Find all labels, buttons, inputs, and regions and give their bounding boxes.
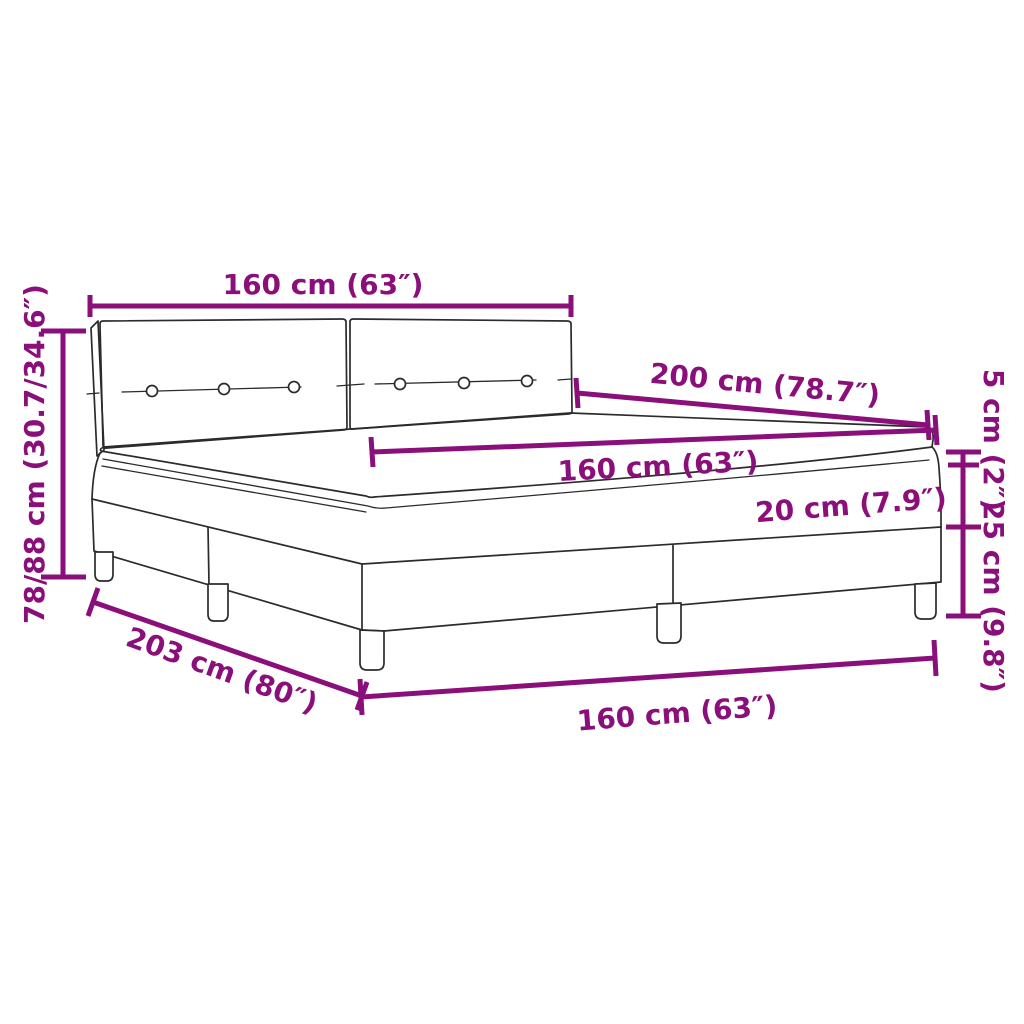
dim-base-height-label: 25 cm (9.8″): [977, 501, 1010, 693]
dim-total-height-label: 78/88 cm (30.7/34.6″): [18, 284, 51, 624]
dim-bed-length: 200 cm (78.7″): [573, 357, 932, 441]
headboard-button: [520, 374, 534, 388]
dim-right-heights: 5 cm (2″) 25 cm (9.8″): [946, 369, 1010, 693]
dim-total-height: 78/88 cm (30.7/34.6″): [18, 284, 86, 624]
headboard-button: [145, 384, 159, 398]
headboard-left-edge: [90, 320, 105, 457]
base-divider-side: [207, 526, 210, 585]
dim-mattress-width-line: [368, 414, 940, 468]
headboard-right-panel: [349, 318, 573, 431]
bed-leg: [656, 602, 682, 644]
headboard-button: [217, 382, 231, 396]
dimension-annotations: 160 cm (63″) 78/88 cm (30.7/34.6″) 200 c…: [18, 268, 1010, 738]
mattress-piping-line-2: [101, 465, 367, 513]
dim-mattress-width: 160 cm (63″): [368, 414, 940, 488]
mattress-top-surface: [99, 412, 934, 499]
mattress-right-edge: [931, 446, 942, 528]
dim-frame-width-line: [357, 639, 939, 716]
bed-drawing: [86, 318, 942, 671]
headboard-button: [393, 377, 407, 391]
headboard: [86, 318, 573, 457]
dim-headboard-width-line: [87, 295, 574, 317]
dim-headboard-width-label: 160 cm (63″): [223, 268, 424, 301]
headboard-button: [457, 376, 471, 390]
bed-leg: [914, 582, 937, 620]
bed-leg: [359, 629, 385, 671]
headboard-buttons: [145, 374, 534, 398]
bed-legs: [94, 551, 937, 671]
headboard-stitch-lines: [86, 378, 572, 395]
dim-bed-length-line: [573, 377, 932, 441]
dim-topper-height-label: 5 cm (2″): [977, 369, 1010, 511]
headboard-left-panel: [99, 318, 348, 450]
dim-mattress-height-label: 20 cm (7.9″): [754, 481, 948, 529]
headboard-button: [287, 380, 301, 394]
dim-frame-width-label: 160 cm (63″): [576, 689, 779, 738]
dim-total-height-line: [41, 328, 86, 580]
mattress: [91, 412, 942, 528]
bed-leg: [94, 551, 114, 582]
dim-headboard-width: 160 cm (63″): [87, 268, 574, 317]
dim-mattress-width-label: 160 cm (63″): [557, 445, 759, 488]
dim-frame-width: 160 cm (63″): [357, 639, 939, 738]
bed-leg: [207, 583, 229, 622]
mattress-left-edge: [91, 452, 101, 500]
mattress-piping-line: [102, 458, 930, 509]
dim-right-heights-line: [946, 449, 981, 619]
